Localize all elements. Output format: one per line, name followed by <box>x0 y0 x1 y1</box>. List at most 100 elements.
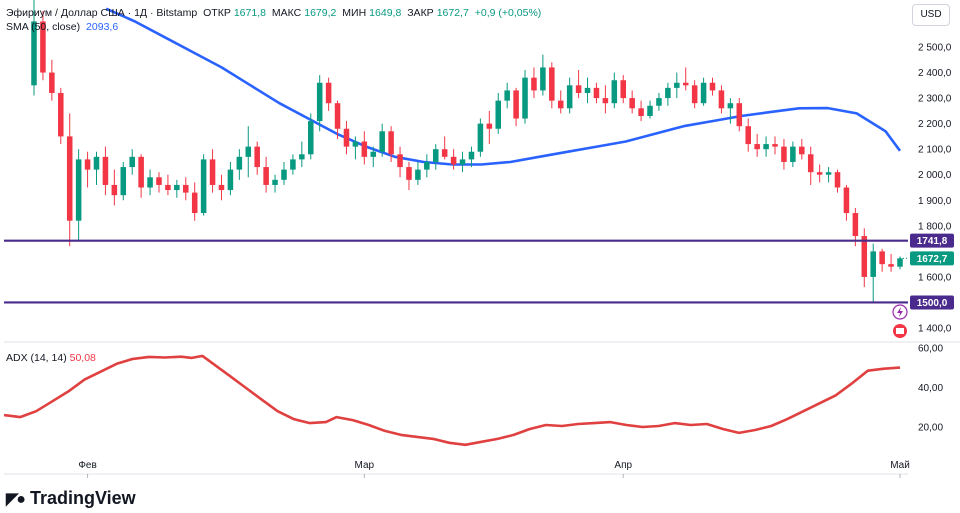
candle-body <box>799 146 805 155</box>
candle <box>272 174 278 193</box>
level-price-tag <box>910 295 954 310</box>
adx-tick-label: 20,00 <box>918 423 943 434</box>
candle <box>557 90 564 114</box>
candle-body <box>790 146 796 162</box>
candle-body <box>727 103 734 109</box>
candle-body <box>397 154 403 168</box>
close-label: ЗАКР <box>407 7 434 19</box>
candle-body <box>745 126 751 145</box>
axis-icons[interactable] <box>892 304 908 338</box>
candle-body <box>388 131 394 155</box>
price-tick-label: 2 500,0 <box>918 43 952 54</box>
candle <box>807 146 814 185</box>
currency-button[interactable]: USD <box>912 4 950 26</box>
price-tick-label: 1 800,0 <box>918 221 952 232</box>
sma-line <box>105 7 902 166</box>
candle <box>120 161 127 201</box>
candle <box>549 62 555 109</box>
candle-body <box>156 177 162 185</box>
candle-body <box>450 156 457 165</box>
candle <box>102 146 109 196</box>
lightning-icon[interactable] <box>892 304 908 320</box>
candle-body <box>825 172 832 175</box>
candle <box>459 151 466 173</box>
candle <box>111 169 118 206</box>
candle-body <box>566 85 573 109</box>
candle <box>540 54 546 96</box>
candle <box>352 136 359 160</box>
tradingview-logo[interactable]: ◤● TradingView <box>6 488 136 509</box>
candle <box>191 182 198 221</box>
candle-body <box>84 159 91 170</box>
candle <box>424 154 430 178</box>
symbol-label[interactable]: Эфириум / Доллар США · 1Д · Bitstamp <box>6 7 198 19</box>
time-axis[interactable]: ФевМарАпрМайИюн <box>78 460 960 478</box>
candle <box>727 98 734 124</box>
candle <box>441 136 448 160</box>
candle <box>486 110 493 145</box>
candle-body <box>415 169 421 180</box>
candle-body <box>370 151 377 157</box>
candle <box>468 146 475 168</box>
candle <box>316 75 323 132</box>
candle <box>522 69 528 124</box>
candle-body <box>191 192 198 214</box>
candle <box>629 90 635 114</box>
tradingview-logo-icon: ◤● <box>6 490 26 508</box>
price-tick-label: 1 600,0 <box>918 272 952 283</box>
candle-body <box>879 251 885 265</box>
low-value: 1649,8 <box>369 7 402 19</box>
current-price-tag <box>910 251 954 266</box>
price-tick-label: 1 900,0 <box>918 196 952 207</box>
candle-body <box>584 87 591 93</box>
candle-body <box>897 258 903 267</box>
level-price-label: 1741,8 <box>917 236 948 247</box>
candle-body <box>852 213 859 237</box>
candle <box>84 151 91 188</box>
candle <box>709 77 716 96</box>
earnings-icon[interactable] <box>893 324 907 338</box>
close-value: 1672,7 <box>436 7 469 19</box>
grid-lines <box>4 341 960 475</box>
candle <box>593 82 600 104</box>
candle-body <box>200 159 207 214</box>
sma-label[interactable]: SMA (50, close) <box>6 21 81 33</box>
level-price-label: 1500,0 <box>917 298 948 309</box>
candle-body <box>557 100 564 109</box>
candle-body <box>165 184 171 191</box>
candle <box>245 126 252 178</box>
time-tick-label: Фев <box>78 460 96 471</box>
candle <box>432 144 439 170</box>
candle-body <box>870 251 876 277</box>
candle-body <box>183 184 189 193</box>
candle <box>138 154 144 198</box>
candle-body <box>361 141 368 157</box>
candle <box>406 161 412 191</box>
candle-body <box>272 179 278 185</box>
candle <box>620 75 627 104</box>
candle <box>691 80 698 109</box>
candle <box>879 248 885 272</box>
candle <box>602 85 609 114</box>
candle <box>647 100 653 119</box>
horizontal-levels[interactable]: 1741,8 1500,0 1672,7 <box>4 233 954 310</box>
candle-body <box>147 177 153 188</box>
candle-body <box>174 184 180 191</box>
sma-path <box>105 7 902 166</box>
price-axis[interactable]: 2 500,0 2 400,0 2 300,0 2 200,0 2 100,0 2 000… <box>918 43 952 434</box>
adx-label: ADX (14, 14) <box>6 352 67 364</box>
candle <box>531 67 537 99</box>
candle-body <box>290 159 296 170</box>
candle-body <box>593 87 600 99</box>
candle <box>49 59 55 101</box>
candle-body <box>432 149 439 162</box>
candle-body <box>263 167 269 185</box>
time-tick-label: Май <box>890 460 910 471</box>
candle-body <box>522 77 528 119</box>
candle <box>477 118 484 157</box>
candle <box>504 82 510 109</box>
candle <box>736 98 743 132</box>
candle <box>263 156 269 193</box>
adx-legend[interactable]: ADX (14, 14) 50,08 <box>6 352 96 364</box>
